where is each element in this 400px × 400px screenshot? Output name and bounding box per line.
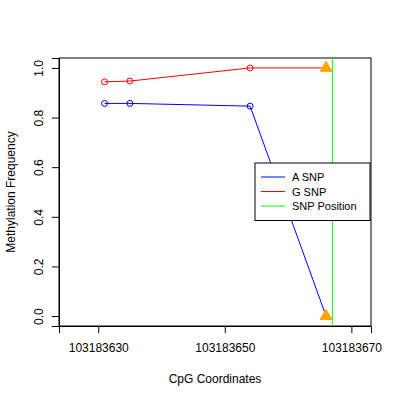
y-axis: 0.0 0.2 0.4 0.6 0.8 1.0 bbox=[32, 59, 60, 327]
x-axis: 103183630 103183650 103183670 bbox=[60, 326, 383, 355]
x-tick-label: 103183650 bbox=[195, 341, 255, 355]
y-tick: 0.8 bbox=[32, 109, 59, 126]
y-tick-mark bbox=[52, 167, 59, 168]
y-tick: 0.6 bbox=[32, 159, 59, 176]
x-axis-line bbox=[60, 327, 372, 334]
y-tick: 0.2 bbox=[32, 258, 59, 275]
x-tick-mark bbox=[225, 326, 226, 333]
y-tick-mark bbox=[52, 118, 59, 119]
y-tick-mark bbox=[52, 217, 59, 218]
chart: 1031836301031836501031836700.00.20.40.60… bbox=[0, 0, 400, 400]
y-tick-mark bbox=[52, 68, 59, 69]
x-tick-label: 103183630 bbox=[69, 341, 129, 355]
y-tick: 0.4 bbox=[32, 209, 59, 226]
y-tick-label: 0.0 bbox=[32, 308, 46, 325]
y-tick-mark bbox=[52, 316, 59, 317]
snp-marker bbox=[320, 309, 332, 319]
x-tick: 103183630 bbox=[69, 326, 129, 355]
x-tick: 103183670 bbox=[322, 326, 382, 355]
point-marker bbox=[127, 100, 133, 106]
x-tick-label: 103183670 bbox=[322, 341, 382, 355]
legend-box bbox=[255, 163, 370, 221]
legend-label: SNP Position bbox=[292, 200, 357, 212]
legend-label: G SNP bbox=[292, 186, 326, 198]
point-marker bbox=[247, 65, 253, 71]
y-tick-label: 0.4 bbox=[32, 209, 46, 226]
x-tick-mark bbox=[98, 326, 99, 333]
legend-label: A SNP bbox=[292, 171, 324, 183]
point-marker bbox=[127, 78, 133, 84]
series-line bbox=[105, 68, 327, 82]
legend-swatch bbox=[261, 191, 285, 192]
y-tick-label: 0.2 bbox=[32, 258, 46, 275]
y-axis-title: Methylation Frequency bbox=[4, 131, 18, 252]
plot-area bbox=[102, 58, 333, 326]
snp-marker bbox=[320, 61, 332, 71]
y-tick-label: 0.8 bbox=[32, 109, 46, 126]
y-axis-line bbox=[52, 59, 60, 327]
y-tick-label: 1.0 bbox=[32, 60, 46, 77]
x-tick-mark bbox=[351, 326, 352, 333]
x-axis-title: CpG Coordinates bbox=[169, 372, 262, 386]
legend-swatch bbox=[261, 177, 285, 178]
legend-swatch bbox=[261, 206, 285, 207]
y-tick-label: 0.6 bbox=[32, 159, 46, 176]
y-tick: 1.0 bbox=[32, 60, 59, 77]
plot-frame bbox=[59, 58, 371, 326]
point-marker bbox=[102, 100, 108, 106]
point-marker bbox=[102, 79, 108, 85]
legend: A SNP G SNP SNP Position bbox=[255, 163, 370, 221]
y-tick-mark bbox=[52, 266, 59, 267]
x-tick: 103183650 bbox=[195, 326, 255, 355]
y-tick: 0.0 bbox=[32, 308, 59, 325]
point-marker bbox=[247, 103, 253, 109]
